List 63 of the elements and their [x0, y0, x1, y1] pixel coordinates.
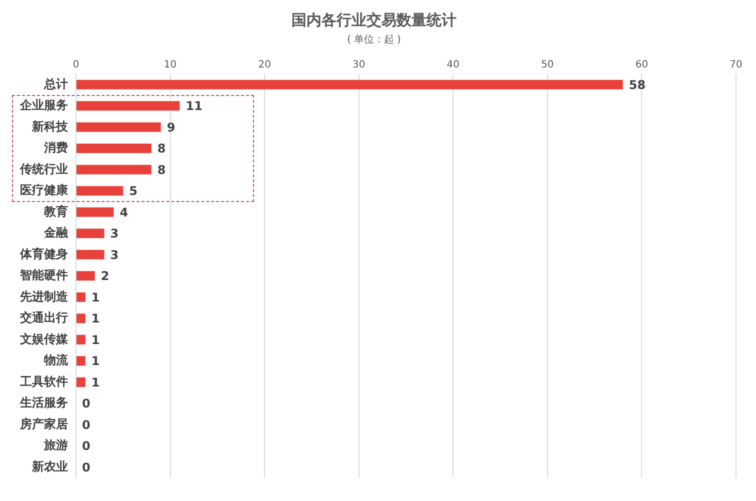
bar [76, 101, 180, 111]
y-tick-label: 交通出行 [19, 310, 68, 325]
data-label: 5 [129, 184, 138, 198]
data-label: 3 [110, 226, 119, 241]
bar [76, 80, 623, 90]
y-tick-label: 消费 [43, 140, 68, 155]
bar [76, 314, 86, 324]
chart-subtitle: ( 单位 : 起 ) [347, 34, 402, 46]
x-tick-label: 60 [635, 60, 648, 71]
bar [76, 164, 152, 174]
x-tick-label: 20 [258, 60, 271, 71]
x-tick-label: 40 [446, 60, 460, 71]
x-tick-label: 70 [730, 60, 742, 71]
y-tick-label: 金融 [43, 226, 69, 240]
y-tick-label: 工具软件 [19, 374, 68, 388]
data-label: 8 [157, 142, 166, 156]
bar [76, 228, 104, 238]
y-tick-label: 新科技 [31, 119, 69, 134]
bar [76, 122, 161, 132]
x-tick-label: 10 [164, 60, 177, 71]
data-label: 11 [186, 99, 202, 114]
data-label: 0 [82, 396, 90, 411]
y-tick-label: 医疗健康 [20, 183, 69, 198]
y-tick-label: 生活服务 [19, 396, 68, 410]
bar [76, 186, 124, 196]
bar [76, 207, 114, 217]
data-label: 58 [628, 78, 646, 92]
data-label: 1 [91, 332, 100, 347]
y-tick-label: 房产家居 [19, 416, 68, 431]
data-label: 8 [157, 162, 166, 177]
bar [76, 250, 104, 260]
data-label: 0 [82, 460, 90, 474]
chart-title: 国内各行业交易数量统计 [292, 10, 456, 29]
data-label: 9 [166, 120, 176, 134]
y-tick-label: 企业服务 [19, 98, 68, 112]
data-label: 0 [82, 439, 90, 454]
data-label: 0 [82, 418, 90, 432]
y-tick-label: 新农业 [31, 459, 68, 474]
y-tick-label: 传统行业 [19, 162, 68, 176]
data-label: 1 [91, 375, 100, 390]
y-tick-label: 教育 [43, 204, 68, 218]
y-tick-label: 物流 [43, 353, 69, 368]
bar [76, 377, 86, 387]
data-label: 1 [91, 290, 100, 304]
x-tick-label: 30 [352, 60, 366, 71]
data-label: 2 [100, 269, 110, 284]
data-label: 4 [120, 205, 128, 220]
y-tick-label: 总计 [43, 76, 68, 91]
y-tick-label: 体育健身 [19, 246, 68, 261]
y-tick-label: 旅游 [43, 438, 68, 452]
y-tick-label: 文娱传媒 [19, 332, 69, 346]
data-label: 1 [91, 354, 100, 368]
bar [76, 334, 86, 344]
y-tick-label: 先进制造 [19, 289, 69, 304]
data-label: 1 [91, 312, 100, 326]
bar [76, 292, 86, 302]
x-tick-label: 0 [72, 60, 80, 71]
bar [76, 356, 86, 366]
data-label: 3 [110, 248, 119, 262]
bar [76, 271, 95, 281]
y-tick-label: 智能硬件 [19, 268, 68, 282]
x-tick-label: 50 [541, 60, 554, 71]
bar [76, 144, 152, 154]
